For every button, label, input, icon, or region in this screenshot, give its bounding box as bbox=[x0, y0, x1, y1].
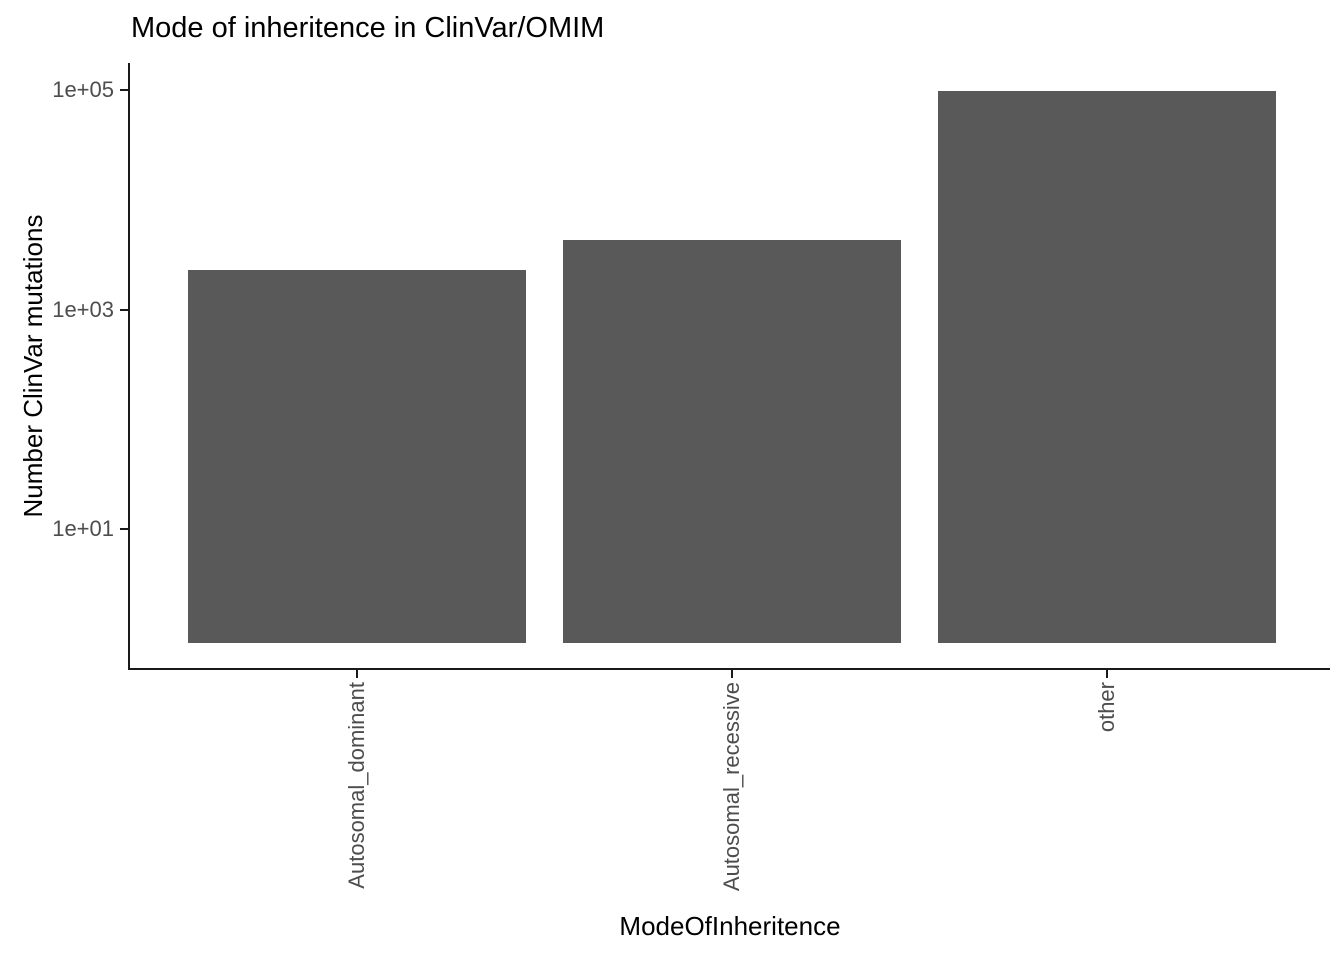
x-tick-mark bbox=[1106, 670, 1108, 678]
x-tick-label: Autosomal_dominant bbox=[344, 682, 369, 889]
y-axis-title: Number ClinVar mutations bbox=[18, 214, 48, 518]
y-tick-label: 1e+03 bbox=[52, 296, 114, 322]
x-tick-label: Autosomal_recessive bbox=[719, 682, 744, 892]
y-tick-label: 1e+05 bbox=[52, 77, 114, 102]
bar bbox=[188, 269, 526, 643]
x-tick-mark bbox=[731, 670, 733, 678]
plot-panel bbox=[128, 63, 1330, 670]
plot-title: Mode of inheritence in ClinVar/OMIM bbox=[131, 12, 605, 44]
y-tick-mark bbox=[120, 89, 128, 91]
y-tick-mark bbox=[120, 528, 128, 530]
bar bbox=[563, 239, 901, 643]
bar bbox=[938, 90, 1276, 643]
y-tick-mark bbox=[120, 308, 128, 311]
y-tick-label: 1e+01 bbox=[52, 516, 114, 541]
x-tick-mark bbox=[356, 670, 358, 678]
x-axis-title: ModeOfInheritence bbox=[619, 911, 841, 941]
x-tick-label: other bbox=[1094, 682, 1119, 733]
